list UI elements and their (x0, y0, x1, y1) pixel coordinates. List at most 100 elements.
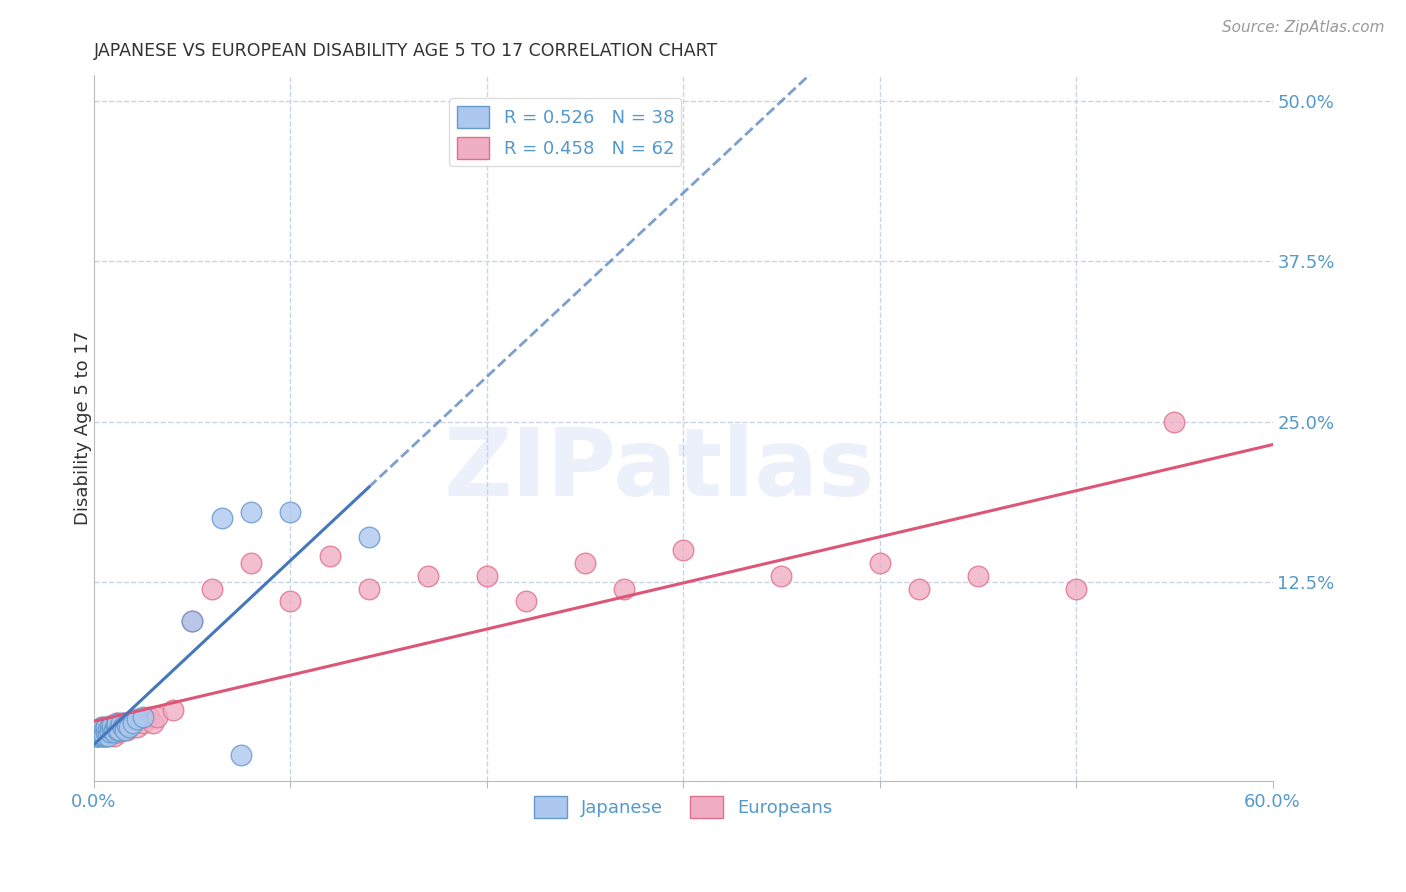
Point (98, 720, 121, 734)
Point (108, 720, 131, 734)
Point (357, 530, 380, 544)
Point (112, 716, 135, 731)
Point (100, 717, 122, 731)
Point (94, 729, 117, 743)
Point (118, 720, 141, 734)
Point (90, 720, 112, 734)
Point (672, 543, 695, 558)
Point (94, 720, 117, 734)
Point (84, 729, 107, 743)
Point (89, 729, 111, 743)
Point (908, 582, 931, 596)
Point (87, 723, 110, 737)
Point (110, 716, 132, 731)
Text: JAPANESE VS EUROPEAN DISABILITY AGE 5 TO 17 CORRELATION CHART: JAPANESE VS EUROPEAN DISABILITY AGE 5 TO… (94, 42, 718, 60)
Point (613, 582, 636, 596)
Point (94, 720, 117, 734)
Point (100, 723, 122, 737)
Point (108, 725, 131, 739)
Point (97, 729, 120, 743)
Text: Source: ZipAtlas.com: Source: ZipAtlas.com (1222, 20, 1385, 35)
Text: ZIPatlas: ZIPatlas (444, 425, 876, 516)
Point (87, 729, 110, 743)
Point (97, 723, 120, 737)
Point (318, 549, 340, 564)
Point (87, 725, 110, 739)
Point (1064, 582, 1087, 596)
Point (127, 720, 149, 734)
Point (104, 717, 127, 731)
Point (112, 723, 135, 737)
Point (100, 725, 122, 739)
Point (132, 710, 155, 724)
Point (107, 716, 129, 731)
Point (117, 717, 139, 731)
Point (574, 556, 596, 570)
Point (142, 716, 165, 731)
Point (89, 723, 111, 737)
Point (103, 723, 125, 737)
Point (162, 703, 184, 717)
Point (103, 725, 125, 739)
Point (84, 729, 107, 743)
Point (107, 723, 129, 737)
Point (103, 720, 125, 734)
Point (98, 725, 121, 739)
Point (97, 723, 120, 737)
Legend: Japanese, Europeans: Japanese, Europeans (527, 789, 839, 825)
Point (93, 728, 115, 742)
Point (515, 594, 537, 608)
Point (93, 729, 115, 743)
Point (98, 720, 121, 734)
Point (138, 710, 160, 724)
Point (146, 710, 169, 724)
Point (84, 723, 107, 737)
Point (127, 713, 149, 727)
Point (103, 729, 125, 743)
Point (97, 725, 120, 739)
Point (181, 614, 204, 628)
Point (107, 723, 129, 737)
Point (87, 725, 110, 739)
Point (114, 723, 136, 737)
Point (89, 725, 111, 739)
Point (240, 504, 263, 518)
Point (122, 716, 145, 731)
Point (98, 725, 121, 739)
Point (118, 716, 141, 731)
Point (87, 729, 110, 743)
Point (132, 716, 155, 731)
Point (89, 725, 111, 739)
Point (94, 725, 117, 739)
Point (110, 720, 132, 734)
Point (357, 582, 380, 596)
Point (93, 725, 115, 739)
Point (240, 556, 263, 570)
Point (94, 725, 117, 739)
Point (181, 614, 204, 628)
Point (89, 723, 111, 737)
Point (93, 723, 115, 737)
Point (475, 568, 498, 582)
Point (90, 729, 112, 743)
Point (100, 723, 122, 737)
Point (108, 723, 131, 737)
Point (770, 568, 793, 582)
Point (122, 716, 145, 731)
Point (90, 725, 112, 739)
Point (416, 568, 439, 582)
Point (97, 729, 120, 743)
Point (114, 720, 136, 734)
Point (93, 729, 115, 743)
Point (117, 723, 139, 737)
Point (93, 723, 115, 737)
Point (107, 716, 129, 731)
Point (280, 504, 302, 518)
Point (201, 582, 224, 596)
Point (967, 568, 990, 582)
Point (1163, 415, 1185, 429)
Point (103, 723, 125, 737)
Point (90, 720, 112, 734)
Point (112, 720, 135, 734)
Point (869, 556, 891, 570)
